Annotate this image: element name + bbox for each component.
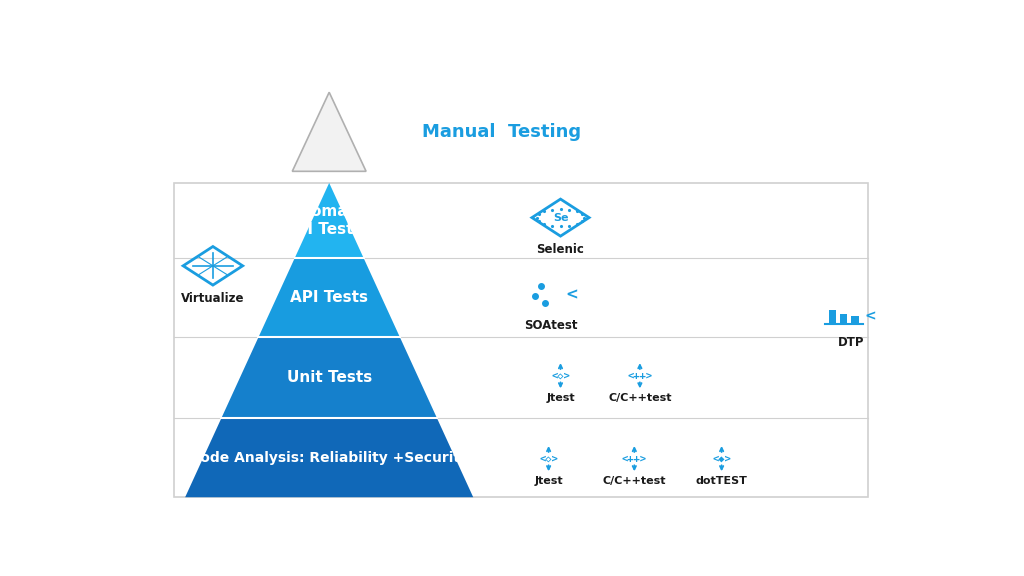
Bar <box>174 183 868 497</box>
Text: Se: Se <box>553 213 568 222</box>
Text: <◇>: <◇> <box>540 454 558 464</box>
Text: <◇>: <◇> <box>551 371 570 381</box>
Text: dotTEST: dotTEST <box>695 476 748 486</box>
Bar <box>851 316 858 324</box>
Text: Virtualize: Virtualize <box>181 292 245 305</box>
Text: <◆>: <◆> <box>713 454 731 464</box>
Text: API Tests: API Tests <box>290 290 369 305</box>
Text: Selenic: Selenic <box>537 243 585 256</box>
Text: Code Analysis: Reliability +Security: Code Analysis: Reliability +Security <box>189 450 469 465</box>
Polygon shape <box>292 92 367 171</box>
Text: <++>: <++> <box>622 454 647 464</box>
Text: DTP: DTP <box>838 336 864 349</box>
Bar <box>829 310 837 324</box>
Text: <: < <box>565 287 578 302</box>
Polygon shape <box>221 337 437 418</box>
Bar <box>841 314 848 324</box>
Text: Manual  Testing: Manual Testing <box>422 123 581 141</box>
Polygon shape <box>258 258 399 337</box>
Text: Automated
UI Tests: Automated UI Tests <box>282 204 377 237</box>
Text: Jtest: Jtest <box>546 393 574 403</box>
Text: C/C++test: C/C++test <box>608 393 672 403</box>
Text: <: < <box>864 309 877 323</box>
Text: SOAtest: SOAtest <box>524 319 578 332</box>
Text: C/C++test: C/C++test <box>602 476 666 486</box>
Polygon shape <box>185 418 473 497</box>
Text: Unit Tests: Unit Tests <box>287 370 372 385</box>
Text: Jtest: Jtest <box>535 476 563 486</box>
Text: <++>: <++> <box>628 371 652 381</box>
Polygon shape <box>295 183 364 258</box>
